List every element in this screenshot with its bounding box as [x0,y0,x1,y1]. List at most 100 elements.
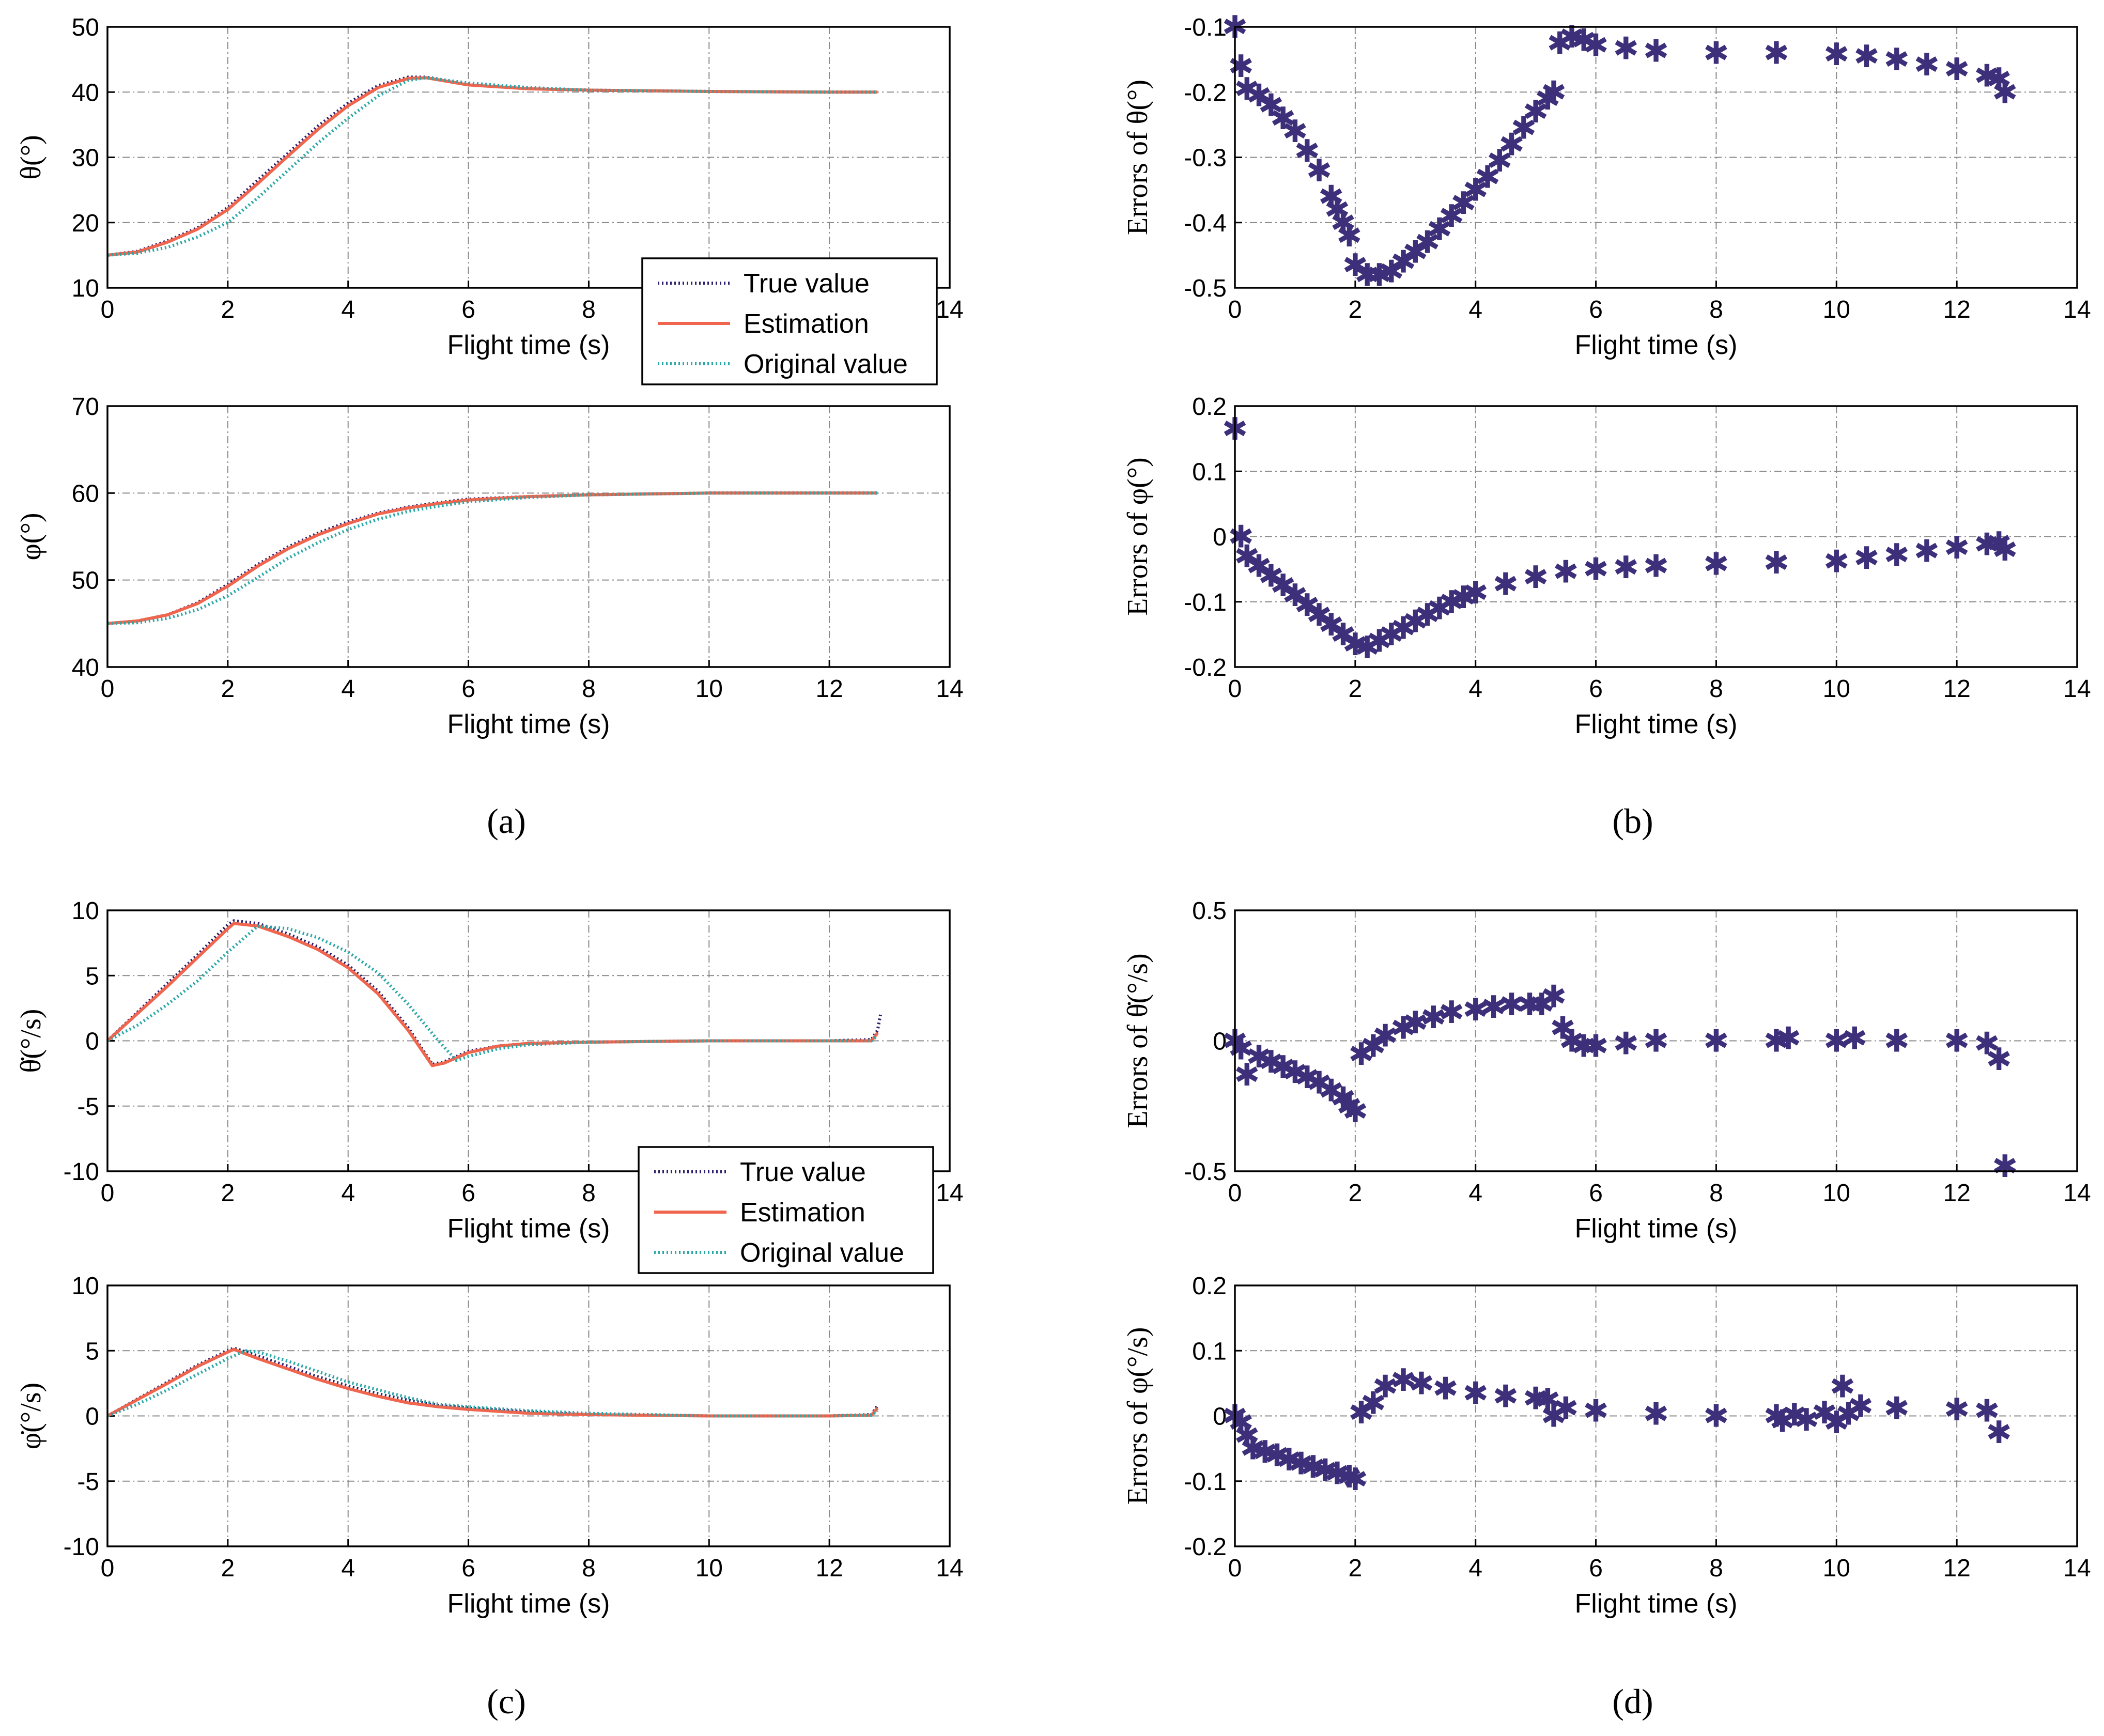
error-point: ✱ [1330,617,1356,653]
x-tick-label: 12 [1943,296,1970,323]
error-point: ✱ [1336,1089,1362,1125]
x-tick-label: 8 [1709,296,1723,323]
error-point: ✱ [1234,1057,1260,1093]
x-tick-label: 2 [1349,1180,1363,1207]
error-point: ✱ [1986,1042,2012,1078]
x-tick-label: 10 [1823,1555,1850,1582]
x-tick-label: 4 [1468,1180,1482,1207]
x-tick-label: 4 [1468,296,1482,323]
error-point: ✱ [1541,1399,1567,1435]
error-point: ✱ [1944,52,1970,88]
x-tick-label: 2 [221,675,235,703]
error-point: ✱ [1763,36,1789,72]
x-tick-label: 14 [2063,296,2091,323]
error-point: ✱ [1812,1395,1837,1431]
error-point: ✱ [1643,34,1669,70]
x-tick-label: 6 [1589,675,1603,703]
error-point: ✱ [1613,31,1639,67]
error-point: ✱ [1853,39,1879,75]
error-point: ✱ [1583,1393,1608,1429]
error-point: ✱ [1282,1055,1308,1091]
error-point: ✱ [1390,1362,1416,1399]
error-point: ✱ [1830,1369,1855,1405]
error-point: ✱ [1324,192,1350,228]
error-point: ✱ [1228,1405,1254,1441]
error-point: ✱ [1294,1060,1320,1096]
x-tick-label: 8 [582,675,596,703]
error-point: ✱ [1493,1379,1519,1415]
x-tick-label: 8 [582,1180,596,1207]
y-tick-label: 5 [85,963,99,990]
x-axis-label: Flight time (s) [447,709,610,739]
x-tick-label: 6 [1589,1180,1603,1207]
x-tick-label: 4 [341,675,355,703]
y-axis-label: Errors of θ̇(°/s) [1122,953,1154,1128]
x-tick-label: 2 [1349,296,1363,323]
y-tick-label: -0.2 [1184,1533,1227,1561]
series-line-original-value [106,1349,879,1418]
x-tick-label: 0 [101,675,115,703]
x-tick-label: 6 [1589,1555,1603,1582]
error-point: ✱ [1318,179,1344,215]
error-point: ✱ [1258,1044,1284,1080]
error-point: ✱ [1282,578,1308,614]
x-tick-label: 14 [936,1555,963,1582]
x-tick-label: 4 [341,1555,355,1582]
error-point: ✱ [1992,1149,2018,1185]
y-tick-label: 40 [72,79,99,106]
error-point: ✱ [1379,254,1404,290]
error-point: ✱ [1793,1402,1819,1438]
error-point: ✱ [1360,1385,1386,1421]
error-point: ✱ [1390,1010,1416,1046]
error-point: ✱ [1535,81,1560,117]
error-point: ✱ [1835,1397,1861,1433]
error-point: ✱ [1523,94,1549,130]
y-tick-label: -0.4 [1184,210,1227,237]
axes-frame [1234,909,2078,1172]
x-tick-label: 6 [461,296,475,323]
axes-frame [106,1284,951,1547]
legend-label: Estimation [744,309,869,339]
error-point: ✱ [1643,1024,1669,1060]
x-tick-label: 14 [936,296,963,323]
error-point: ✱ [1944,530,1970,566]
sublabel-c: (c) [487,1682,525,1721]
error-point: ✱ [1372,1369,1398,1405]
error-point: ✱ [1390,244,1416,281]
series-line-original-value [107,491,878,625]
error-point: ✱ [1992,74,2018,111]
error-point: ✱ [1848,1389,1874,1425]
error-point: ✱ [1974,527,2000,563]
error-point: ✱ [1986,61,2012,98]
x-tick-label: 10 [1823,296,1850,323]
x-tick-label: 2 [221,1555,235,1582]
error-point: ✱ [1986,1415,2012,1451]
x-tick-label: 4 [1468,1555,1482,1582]
error-point: ✱ [1884,537,1910,574]
error-point: ✱ [1427,211,1452,247]
y-axis-label: φ(°) [15,513,47,560]
x-tick-label: 10 [695,675,723,703]
error-point: ✱ [1643,1397,1669,1433]
error-point: ✱ [1228,1031,1254,1067]
y-tick-label: 0 [85,1028,99,1056]
x-tick-label: 6 [461,675,475,703]
y-tick-label: 0 [1213,1403,1227,1431]
x-tick-label: 14 [936,675,963,703]
chart-d2-phi-rate-errors: 0 2 4 6 8 10 12 14-0.2-0.100.10.2✱✱✱✱✱✱✱✱✱✱✱✱✱✱… [1122,1273,2091,1619]
x-tick-label: 2 [1349,675,1363,703]
error-point: ✱ [1842,1020,1867,1057]
y-axis-label: Errors of φ(°/s) [1122,1327,1154,1505]
error-point: ✱ [1330,205,1356,241]
y-tick-label: 0.1 [1192,1338,1227,1365]
error-point: ✱ [1414,225,1440,261]
x-tick-label: 6 [461,1555,475,1582]
y-tick-label: 0.5 [1192,897,1227,925]
error-point: ✱ [1535,1382,1560,1418]
error-point: ✱ [1306,153,1332,189]
y-tick-label: 0 [1213,524,1227,551]
error-point: ✱ [1402,235,1428,271]
x-tick-label: 4 [1468,675,1482,703]
error-point: ✱ [1559,1024,1585,1060]
